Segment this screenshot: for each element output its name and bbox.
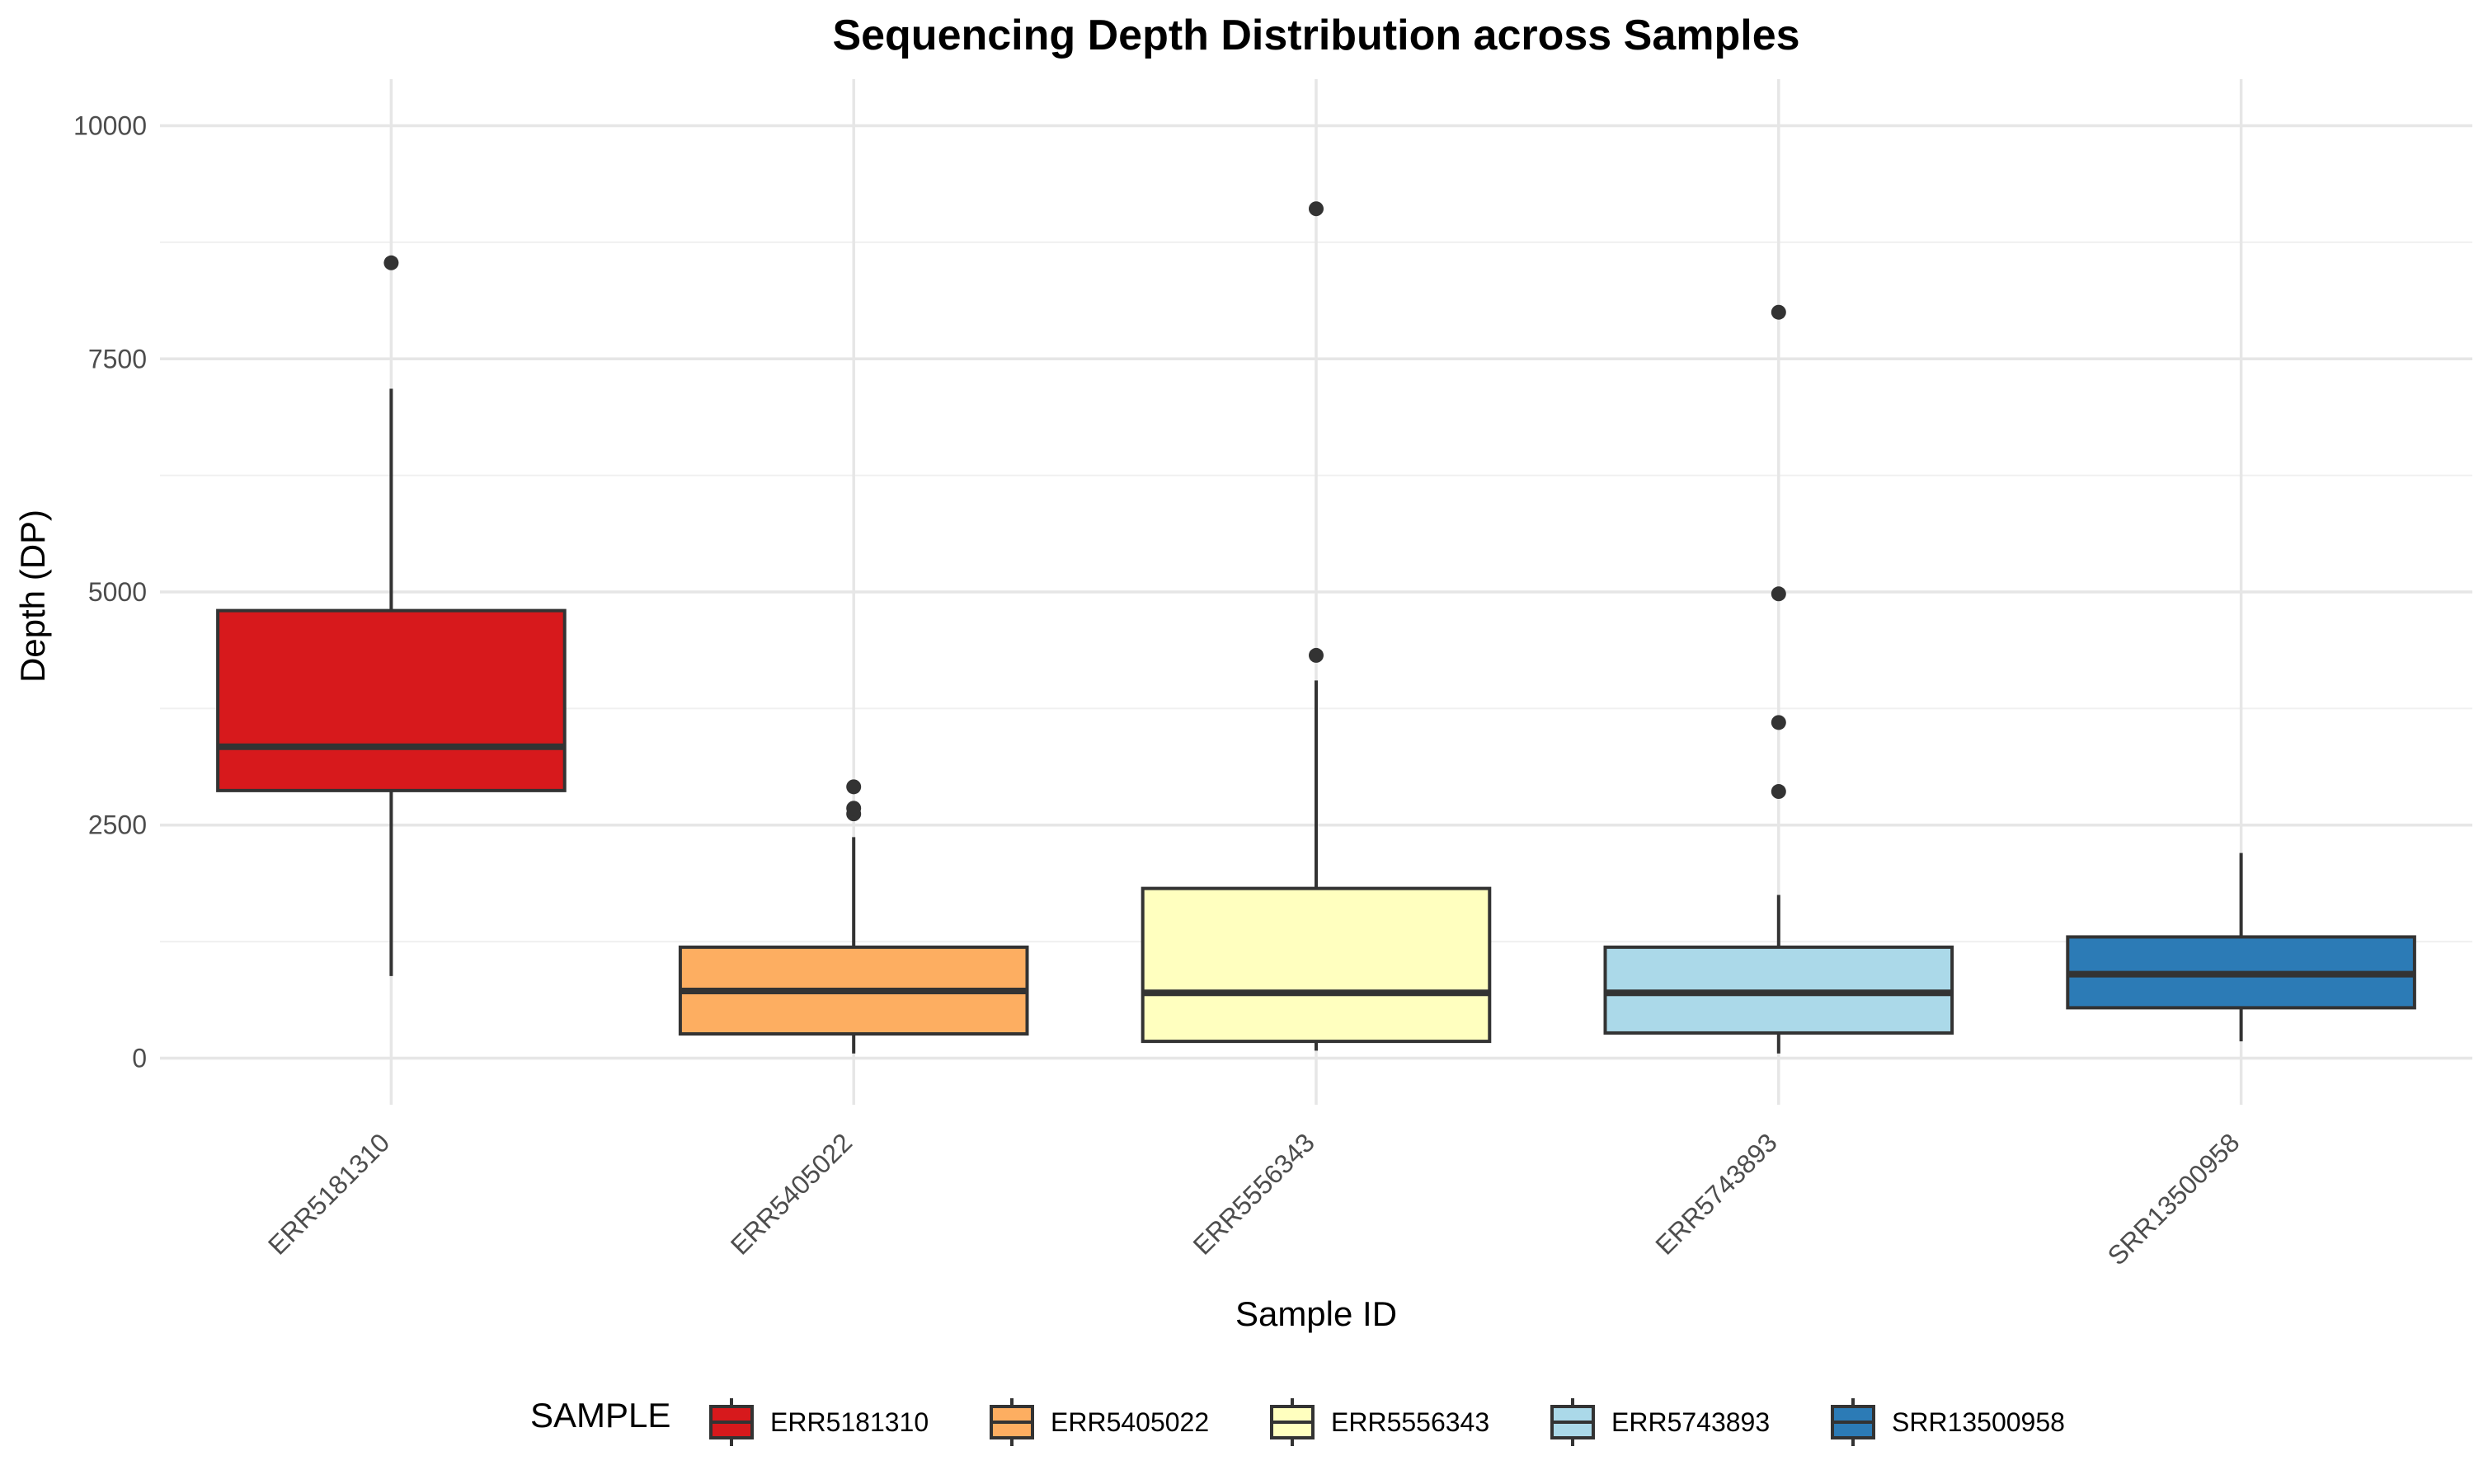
- outlier-point: [1309, 647, 1324, 663]
- x-tick-label: SRR13500958: [2102, 1127, 2246, 1270]
- legend-item-SRR13500958: SRR13500958: [1831, 1398, 2065, 1446]
- y-axis-ticks: 0 2500 5000 7500 10000: [73, 111, 147, 1073]
- outlier-point: [1309, 201, 1324, 217]
- x-tick-label: ERR5181310: [262, 1127, 395, 1260]
- y-tick-label: 7500: [88, 344, 147, 373]
- box-ERR5405022: [678, 779, 1029, 1054]
- legend-item-ERR5405022: ERR5405022: [990, 1398, 1209, 1446]
- chart-title: Sequencing Depth Distribution across Sam…: [832, 12, 1799, 59]
- y-tick-label: 0: [132, 1043, 147, 1073]
- legend-label: ERR5743893: [1611, 1407, 1770, 1437]
- outlier-point: [1771, 715, 1786, 730]
- legend-items: ERR5181310 ERR5405022 ERR5556343 ERR5743893…: [709, 1398, 2065, 1446]
- y-axis-title: Depth (DP): [13, 510, 52, 683]
- outlier-point: [383, 255, 399, 270]
- x-axis-title: Sample ID: [1235, 1294, 1397, 1333]
- legend-label: SRR13500958: [1892, 1407, 2065, 1437]
- legend-label: ERR5405022: [1051, 1407, 1209, 1437]
- legend-item-ERR5743893: ERR5743893: [1550, 1398, 1770, 1446]
- x-axis-ticks: ERR5181310 ERR5405022 ERR5556343 ERR5743893…: [262, 1127, 2246, 1270]
- box-ERR5556343: [1141, 201, 1492, 1051]
- outlier-point: [846, 779, 862, 795]
- x-tick-label: ERR5556343: [1188, 1127, 1320, 1260]
- y-tick-label: 5000: [88, 577, 147, 607]
- legend-label: ERR5556343: [1331, 1407, 1489, 1437]
- legend-item-ERR5556343: ERR5556343: [1270, 1398, 1489, 1446]
- legend-label: ERR5181310: [770, 1407, 929, 1437]
- legend: SAMPLE ERR5181310 ERR5405022 ERR5556343 ERR…: [530, 1396, 2065, 1446]
- outlier-point: [846, 801, 862, 816]
- iqr-box: [1141, 886, 1492, 1044]
- box-SRR13500958: [2066, 852, 2416, 1042]
- x-tick-label: ERR5743893: [1649, 1127, 1782, 1260]
- legend-item-ERR5181310: ERR5181310: [709, 1398, 929, 1446]
- iqr-box: [216, 608, 567, 792]
- outlier-point: [1771, 304, 1786, 320]
- y-tick-label: 10000: [73, 111, 147, 141]
- outlier-point: [1771, 784, 1786, 800]
- outlier-point: [1771, 586, 1786, 602]
- box-ERR5181310: [216, 255, 567, 976]
- x-tick-label: ERR5405022: [725, 1127, 858, 1260]
- box-layer: [216, 201, 2416, 1054]
- box-ERR5743893: [1603, 304, 1954, 1054]
- legend-title: SAMPLE: [530, 1396, 670, 1435]
- y-tick-label: 2500: [88, 810, 147, 840]
